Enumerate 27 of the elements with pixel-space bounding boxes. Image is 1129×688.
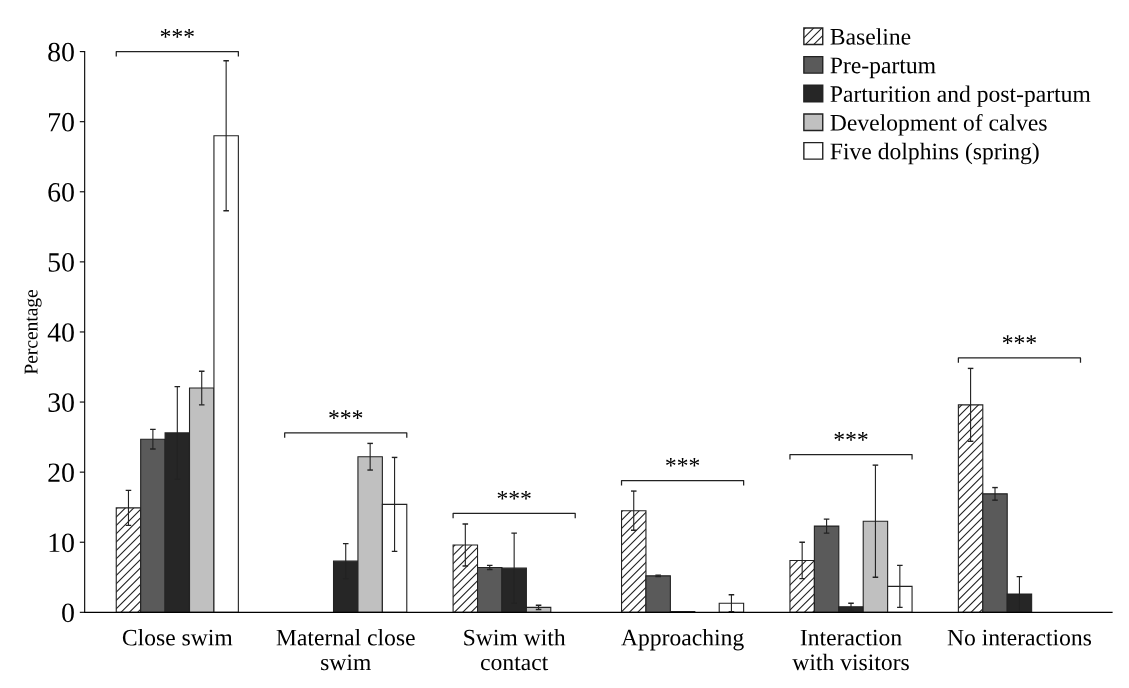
- x-tick-label: Approaching: [621, 628, 744, 651]
- text: ***: [160, 29, 194, 38]
- x-tick-label: Swim with contact: [464, 628, 566, 671]
- annotation: ***: [1002, 335, 1037, 344]
- legend-label: Development of calves: [830, 113, 1047, 136]
- y-tick-label: 70: [49, 112, 74, 132]
- legend-label: Pre-partum: [830, 57, 936, 79]
- y-tick-label: 0: [62, 603, 74, 623]
- legend-label: Parturition and post-partum: [830, 85, 1091, 107]
- annotation: ***: [329, 410, 363, 419]
- annotation: ***: [666, 457, 700, 467]
- x-tick-label: Maternal close swim: [276, 628, 415, 671]
- y-tick-label: 40: [47, 323, 74, 342]
- legend-label: Five dolphins (spring): [830, 142, 1039, 165]
- x-tick-label: No interactions: [947, 629, 1092, 646]
- y-tick-label: 20: [48, 463, 74, 483]
- annotation: ***: [834, 432, 868, 441]
- x-tick-label: Interaction with visitors: [792, 629, 909, 671]
- legend-label: Baseline: [830, 28, 911, 45]
- y-tick-label: 30: [48, 393, 74, 412]
- x-tick-label: Close swim: [122, 628, 233, 646]
- y-tick-label: 60: [48, 182, 74, 202]
- y-tick-label: 50: [48, 253, 74, 272]
- y-axis-title: Percentage: [24, 289, 42, 375]
- annotation: ***: [497, 490, 531, 500]
- y-tick-label: 10: [49, 533, 74, 553]
- y-tick-label: 80: [48, 42, 74, 62]
